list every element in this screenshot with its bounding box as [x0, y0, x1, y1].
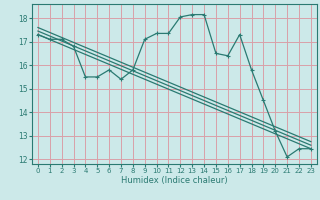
X-axis label: Humidex (Indice chaleur): Humidex (Indice chaleur)	[121, 176, 228, 185]
